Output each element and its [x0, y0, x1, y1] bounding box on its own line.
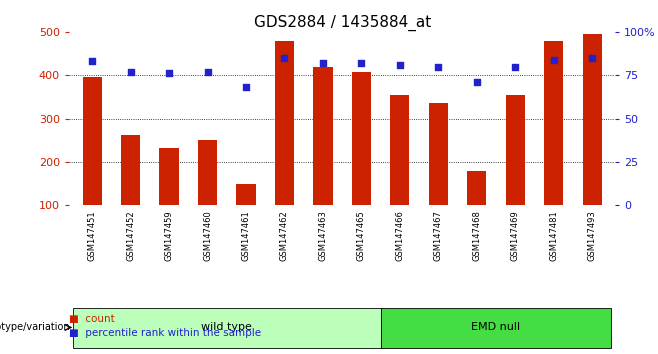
Bar: [429, 103, 448, 205]
Point: [318, 60, 328, 66]
Text: GSM147460: GSM147460: [203, 210, 212, 261]
Text: GSM147459: GSM147459: [164, 210, 174, 261]
Point: [395, 62, 405, 68]
Bar: [236, 184, 255, 205]
Point: [510, 64, 520, 69]
Text: GSM147468: GSM147468: [472, 210, 481, 261]
Point: [279, 55, 290, 61]
Text: wild type: wild type: [201, 322, 252, 332]
Bar: [73, 308, 380, 348]
Text: ■  percentile rank within the sample: ■ percentile rank within the sample: [69, 328, 261, 338]
Point: [433, 64, 443, 69]
Text: GSM147493: GSM147493: [588, 210, 597, 261]
Point: [587, 55, 597, 61]
Bar: [198, 140, 217, 205]
Text: GSM147466: GSM147466: [395, 210, 405, 261]
Point: [87, 58, 97, 64]
Text: GSM147469: GSM147469: [511, 210, 520, 261]
Bar: [582, 34, 602, 205]
Text: GSM147467: GSM147467: [434, 210, 443, 261]
Bar: [505, 95, 525, 205]
Bar: [159, 148, 179, 205]
Bar: [313, 67, 332, 205]
Text: GSM147462: GSM147462: [280, 210, 289, 261]
Text: GSM147451: GSM147451: [88, 210, 97, 261]
Bar: [390, 95, 409, 205]
Point: [126, 69, 136, 75]
Bar: [467, 171, 486, 205]
Bar: [82, 78, 102, 205]
Text: GSM147452: GSM147452: [126, 210, 135, 261]
Point: [164, 71, 174, 76]
Bar: [380, 308, 611, 348]
Text: EMD null: EMD null: [471, 322, 520, 332]
Text: GSM147481: GSM147481: [549, 210, 558, 261]
Point: [241, 85, 251, 90]
Point: [202, 69, 213, 75]
Text: GSM147461: GSM147461: [241, 210, 251, 261]
Text: GSM147463: GSM147463: [318, 210, 328, 261]
Bar: [121, 135, 140, 205]
Title: GDS2884 / 1435884_at: GDS2884 / 1435884_at: [253, 14, 431, 30]
Text: genotype/variation: genotype/variation: [0, 322, 70, 332]
Bar: [544, 41, 563, 205]
Text: ■  count: ■ count: [69, 314, 115, 324]
Bar: [352, 72, 371, 205]
Bar: [275, 41, 294, 205]
Text: GSM147465: GSM147465: [357, 210, 366, 261]
Point: [472, 79, 482, 85]
Point: [356, 60, 367, 66]
Point: [548, 57, 559, 62]
